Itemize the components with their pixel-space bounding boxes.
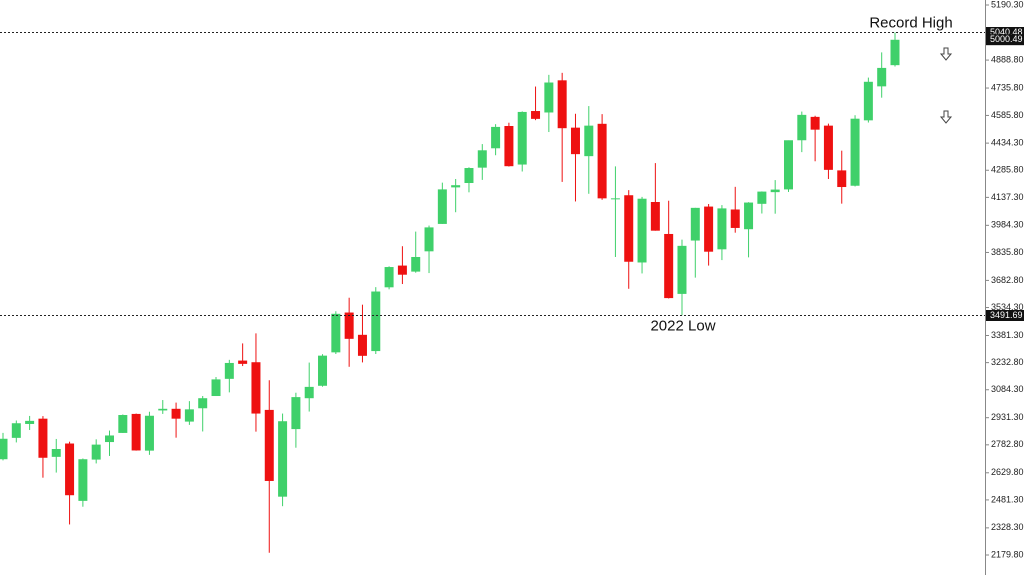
candle-body bbox=[171, 408, 181, 419]
candle-body bbox=[318, 355, 328, 386]
candle-body bbox=[637, 198, 647, 263]
candle-body bbox=[304, 386, 314, 399]
candle-body bbox=[78, 459, 88, 501]
y-tick-label: 3835.80 bbox=[991, 247, 1024, 257]
candle-body bbox=[797, 114, 807, 141]
candle-body bbox=[677, 245, 687, 294]
candle-body bbox=[850, 118, 860, 186]
candle-body bbox=[357, 334, 367, 356]
y-tick-label: 5190.30 bbox=[991, 0, 1024, 9]
candle-body bbox=[557, 80, 567, 129]
candle-body bbox=[198, 398, 208, 409]
y-tick-label: 4137.30 bbox=[991, 192, 1024, 202]
candle-body bbox=[0, 438, 8, 460]
candle-body bbox=[437, 189, 447, 224]
candle-body bbox=[464, 168, 474, 184]
candle-body bbox=[384, 267, 394, 288]
candle-body bbox=[890, 39, 900, 66]
candle-body bbox=[584, 125, 594, 157]
y-tick-label: 2328.30 bbox=[991, 522, 1024, 532]
candle-body bbox=[863, 81, 873, 121]
price-box bbox=[986, 310, 1024, 321]
current-price-label: 5000.49 bbox=[990, 34, 1023, 44]
candle-body bbox=[91, 444, 101, 460]
candle-body bbox=[504, 126, 514, 167]
candle-body bbox=[664, 233, 674, 299]
candle-body bbox=[224, 362, 234, 379]
candle-body bbox=[531, 111, 541, 119]
candle-body bbox=[131, 413, 141, 451]
level-note: Record High bbox=[869, 14, 952, 31]
candle-body bbox=[118, 415, 128, 433]
candle-body bbox=[877, 67, 887, 87]
candle-body bbox=[624, 195, 634, 262]
candle-body bbox=[517, 111, 527, 165]
candle-body bbox=[837, 170, 847, 188]
candle-body bbox=[65, 443, 75, 496]
candle-body bbox=[424, 227, 434, 252]
candle-body bbox=[51, 448, 61, 457]
price-box bbox=[986, 34, 1024, 46]
candle-body bbox=[757, 191, 767, 204]
y-tick-label: 2179.80 bbox=[991, 549, 1024, 559]
candle-body bbox=[105, 435, 115, 443]
candle-body bbox=[11, 423, 21, 438]
price-box bbox=[986, 27, 1024, 38]
level-note: 2022 Low bbox=[650, 317, 715, 334]
candle-body bbox=[823, 125, 833, 170]
candle-body bbox=[251, 362, 261, 414]
candle-body bbox=[744, 202, 754, 230]
candle-body bbox=[211, 379, 221, 397]
candle-body bbox=[397, 265, 407, 275]
candle-body bbox=[477, 150, 487, 168]
candle-body bbox=[610, 198, 620, 200]
candle-body bbox=[264, 409, 274, 481]
candle-body bbox=[704, 206, 714, 252]
candle-body bbox=[371, 291, 381, 352]
y-tick-label: 2481.30 bbox=[991, 494, 1024, 504]
candle-body bbox=[451, 185, 461, 188]
candle-body bbox=[158, 408, 168, 411]
y-tick-label: 4285.80 bbox=[991, 165, 1024, 175]
y-tick-label: 4735.80 bbox=[991, 82, 1024, 92]
candle-body bbox=[291, 397, 301, 430]
candle-body bbox=[717, 208, 727, 250]
y-tick-label: 2782.80 bbox=[991, 439, 1024, 449]
arrow-icon bbox=[939, 47, 953, 124]
price-box-label: 3491.69 bbox=[990, 310, 1023, 320]
price-box-label: 5040.48 bbox=[990, 27, 1023, 37]
candle-body bbox=[570, 127, 580, 155]
y-tick-label: 3534.30 bbox=[991, 302, 1024, 312]
y-tick-label: 3984.30 bbox=[991, 220, 1024, 230]
candle-body bbox=[144, 415, 154, 451]
candle-body bbox=[344, 312, 354, 339]
candle-body bbox=[690, 207, 700, 241]
candle-body bbox=[238, 360, 248, 364]
candle-body bbox=[331, 313, 341, 353]
candle-body bbox=[491, 126, 501, 149]
candle-body bbox=[184, 409, 194, 422]
candle-body bbox=[650, 202, 660, 231]
y-tick-label: 3682.80 bbox=[991, 275, 1024, 285]
candle-body bbox=[278, 421, 288, 497]
y-tick-label: 4888.80 bbox=[991, 54, 1024, 64]
candle-body bbox=[783, 140, 793, 190]
candle-body bbox=[730, 209, 740, 228]
candle-body bbox=[770, 189, 780, 193]
y-tick-label: 3381.30 bbox=[991, 330, 1024, 340]
candle-body bbox=[544, 82, 554, 113]
candle-body bbox=[411, 256, 421, 272]
candle-body bbox=[597, 123, 607, 199]
y-tick-label: 2629.80 bbox=[991, 467, 1024, 477]
candle-body bbox=[25, 420, 35, 424]
candle-body bbox=[810, 116, 820, 130]
y-tick-label: 3084.30 bbox=[991, 384, 1024, 394]
candle-body bbox=[38, 418, 48, 458]
y-tick-label: 2931.30 bbox=[991, 412, 1024, 422]
y-tick-label: 3232.80 bbox=[991, 357, 1024, 367]
y-tick-label: 4585.80 bbox=[991, 110, 1024, 120]
y-tick-label: 4434.30 bbox=[991, 137, 1024, 147]
